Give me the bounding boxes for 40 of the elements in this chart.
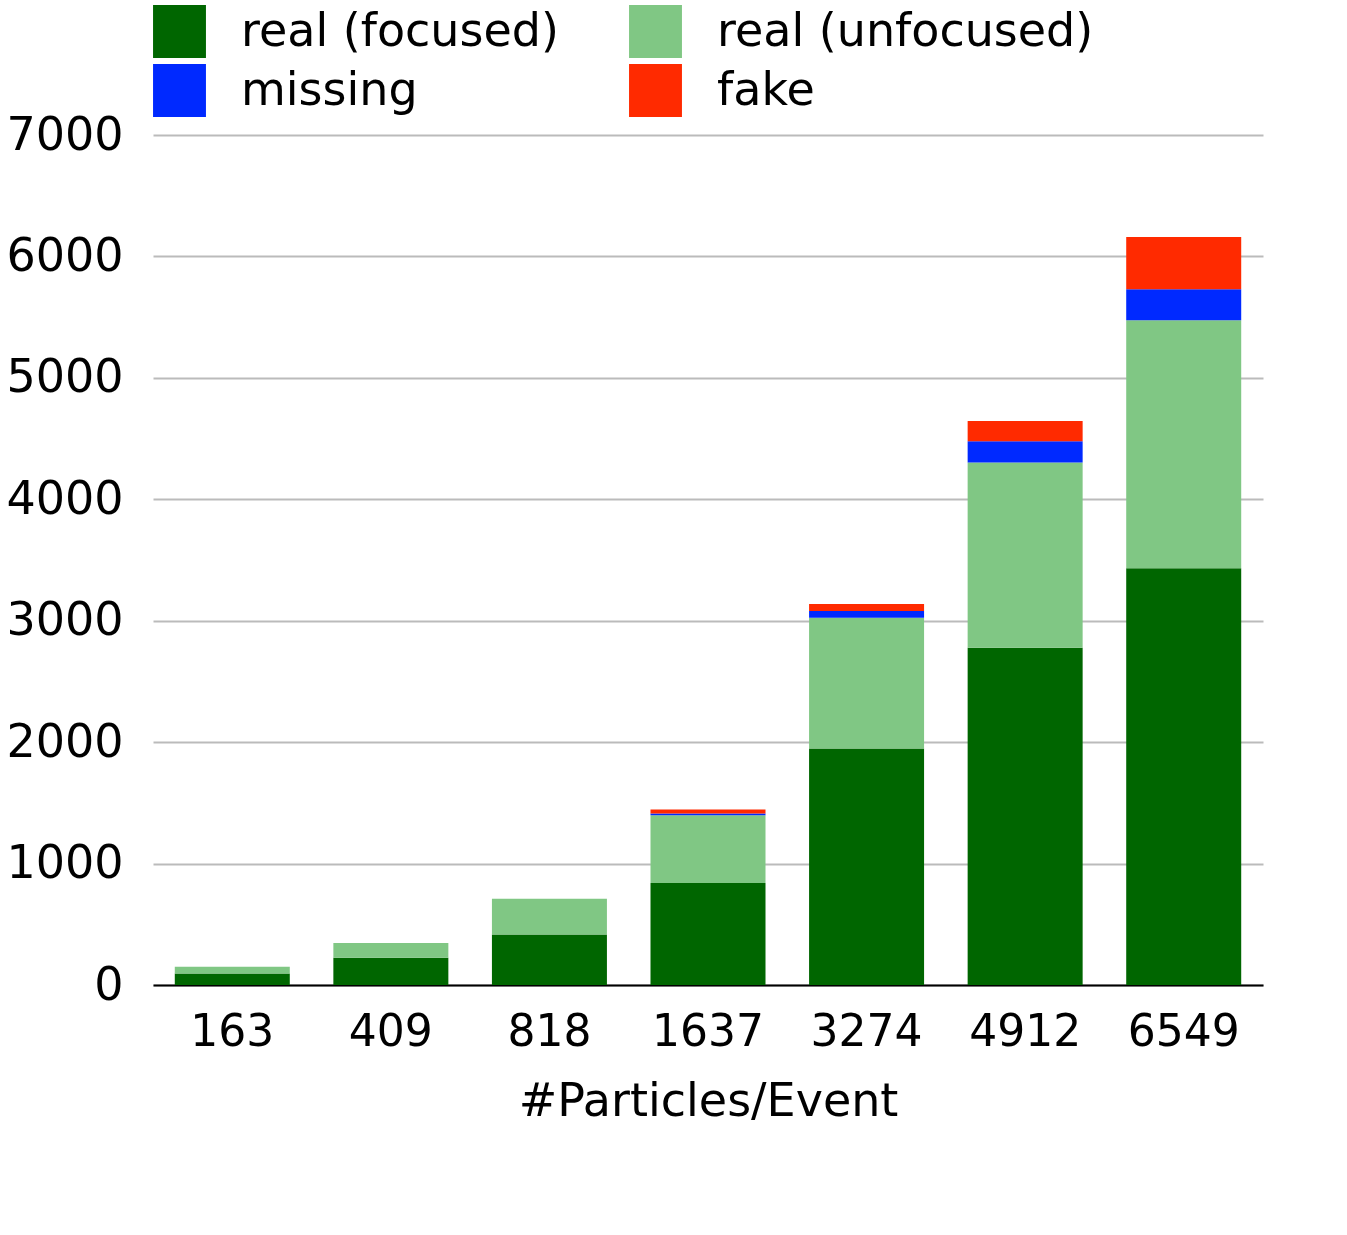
bar <box>650 815 766 883</box>
y-tick-label: 3000 <box>6 592 124 647</box>
y-tick-label: 4000 <box>6 470 124 525</box>
bar <box>967 420 1083 442</box>
bar <box>333 943 449 958</box>
x-axis-title: #Particles/Event <box>518 1072 899 1127</box>
y-tick-label: 5000 <box>6 349 124 404</box>
bar <box>1126 568 1242 985</box>
x-tick-label: 1637 <box>652 1004 764 1056</box>
bar <box>809 610 925 618</box>
bar <box>967 462 1083 648</box>
x-tick-label: 163 <box>190 1004 275 1056</box>
bar <box>174 973 290 985</box>
x-tick-label: 4912 <box>969 1004 1082 1056</box>
x-tick-label: 6549 <box>1127 1004 1240 1056</box>
y-tick-label: 2000 <box>6 713 124 768</box>
bar <box>1126 289 1242 321</box>
x-tick-label: 818 <box>507 1004 592 1056</box>
bar <box>650 883 766 985</box>
x-tick-label: 3274 <box>810 1004 923 1056</box>
y-tick-label: 1000 <box>6 835 124 890</box>
x-tick-label: 409 <box>348 1004 433 1056</box>
bar <box>333 957 449 985</box>
bar <box>1126 236 1242 290</box>
legend-label: missing <box>241 61 418 116</box>
bar <box>967 441 1083 463</box>
bar <box>491 898 607 935</box>
bar <box>174 966 290 974</box>
bar <box>491 934 607 985</box>
bar <box>809 604 925 611</box>
y-tick-label: 7000 <box>6 106 124 161</box>
bar <box>1126 320 1242 569</box>
legend-label: real (focused) <box>241 2 559 57</box>
bar <box>809 617 925 749</box>
legend-label: real (unfocused) <box>717 2 1094 57</box>
bar <box>967 647 1083 985</box>
legend-label: fake <box>717 61 815 116</box>
bar <box>809 748 925 985</box>
y-tick-label: 0 <box>94 956 124 1011</box>
y-tick-label: 6000 <box>6 227 124 282</box>
